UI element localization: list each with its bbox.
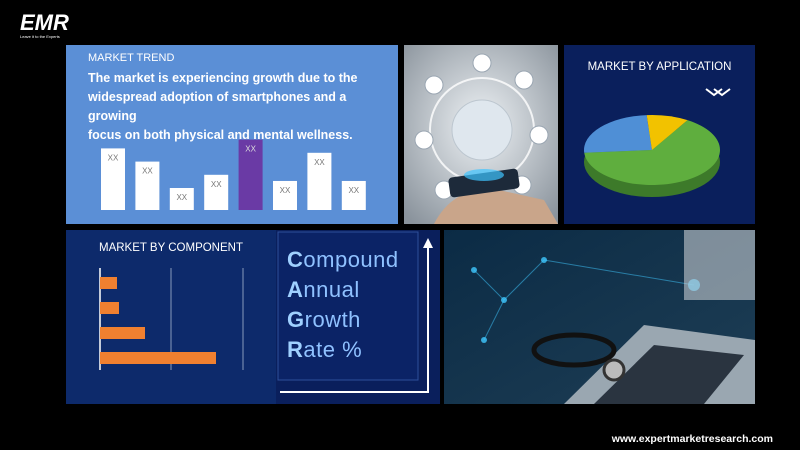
bar-label: XX [348, 186, 359, 195]
bar [307, 152, 332, 210]
bar [204, 174, 229, 210]
bar-label: XX [142, 167, 153, 176]
pie-slice [584, 115, 652, 153]
market-trend-panel: MARKET TREND The market is experiencing … [66, 45, 398, 224]
arrow-icon [705, 88, 731, 97]
pie-chart [584, 88, 731, 197]
bar-label: XX [176, 193, 187, 202]
photo-smartphone [404, 45, 558, 224]
logo: EMR Leave it to the Experts [20, 10, 69, 39]
cagr-arrows [277, 231, 433, 393]
logo-text: EMR [20, 10, 69, 35]
text-line: widespread adoption of smartphones and a… [88, 90, 347, 123]
text-line: The market is experiencing growth due to… [88, 71, 358, 85]
bar [101, 148, 125, 210]
photo-laptop [444, 230, 755, 404]
cagr-word: Annual [287, 277, 360, 302]
bar [341, 180, 366, 210]
application-panel: MARKET BY APPLICATION [564, 45, 755, 224]
cagr-word: Growth [287, 307, 361, 332]
bar [100, 352, 216, 364]
bar-label: XX [211, 180, 222, 189]
bar [238, 139, 263, 210]
bar [100, 327, 145, 339]
component-heading: MARKET BY COMPONENT [99, 242, 243, 254]
bar [169, 188, 194, 210]
bar [135, 161, 160, 210]
component-chart [99, 268, 244, 370]
application-heading: MARKET BY APPLICATION [587, 61, 732, 73]
cagr-word: Rate % [287, 337, 363, 362]
pie-slice [584, 120, 720, 185]
bar-label: XX [245, 145, 256, 154]
bar-label: XX [314, 158, 325, 167]
bar-label: XX [280, 186, 291, 195]
market-trend-heading: MARKET TREND [88, 52, 175, 64]
pie-slice [646, 115, 688, 150]
cagr-word: Compound [287, 247, 399, 272]
trend-chart: XX XX XX XX XX XX XX XX [101, 139, 366, 210]
logo-tagline: Leave it to the Experts [20, 34, 60, 39]
bar [273, 180, 297, 210]
bar [100, 277, 117, 289]
market-trend-text: The market is experiencing growth due to… [88, 69, 398, 145]
bar [100, 302, 119, 314]
component-panel: MARKET BY COMPONENT [66, 230, 276, 404]
text-line: focus on both physical and mental wellne… [88, 128, 353, 142]
footer-url: www.expertmarketresearch.com [611, 433, 773, 445]
bar-label: XX [108, 154, 119, 163]
